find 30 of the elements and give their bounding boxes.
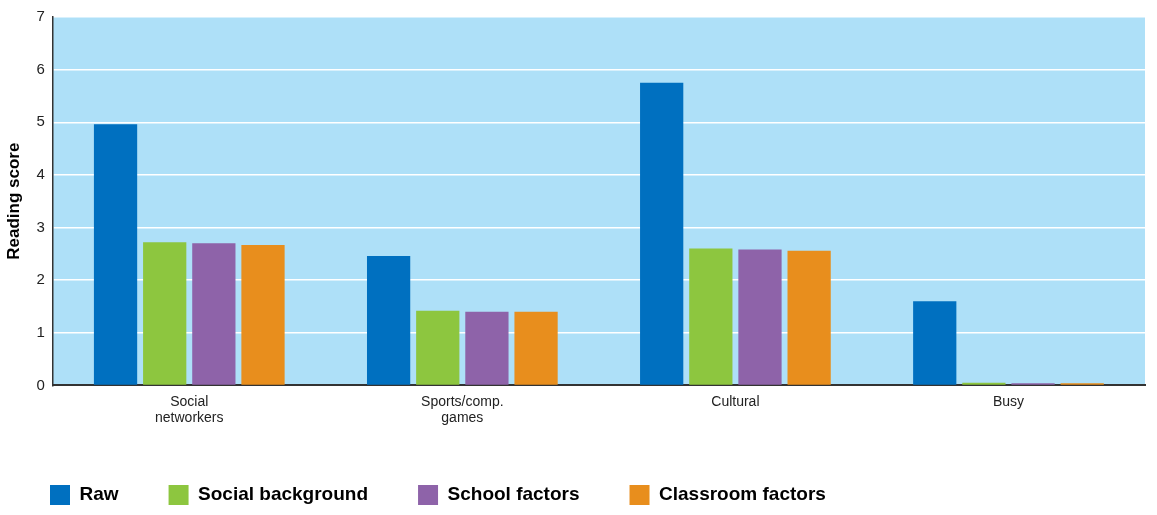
y-tick-label: 7 (36, 7, 45, 25)
legend-label: Raw (79, 483, 119, 505)
bar (241, 244, 285, 385)
y-tick-label: 6 (36, 59, 45, 77)
bar (192, 243, 236, 385)
bar (787, 250, 831, 385)
x-tick-label: Sports/comp. games (421, 392, 504, 426)
bar (738, 249, 782, 385)
y-tick-label: 5 (36, 112, 45, 130)
bar (514, 311, 558, 385)
legend-label: Classroom factors (659, 483, 826, 505)
bar (913, 301, 957, 385)
bar (143, 242, 187, 385)
y-axis-title: Reading score (3, 142, 23, 260)
bar (416, 310, 460, 385)
bar (465, 311, 509, 385)
legend-label: Social background (198, 483, 369, 505)
x-tick-label: Social networkers (155, 392, 224, 426)
bar (366, 255, 411, 385)
legend-label: School factors (447, 483, 580, 505)
bar (93, 124, 138, 385)
x-tick-label: Cultural (711, 392, 760, 409)
y-tick-label: 4 (36, 165, 45, 183)
y-tick-label: 3 (36, 217, 45, 235)
y-tick-label: 1 (36, 322, 45, 340)
bar (640, 82, 684, 385)
bar (689, 248, 733, 385)
y-tick-label: 0 (36, 375, 45, 393)
x-tick-label: Busy (992, 392, 1025, 409)
y-tick-label: 2 (36, 270, 45, 288)
